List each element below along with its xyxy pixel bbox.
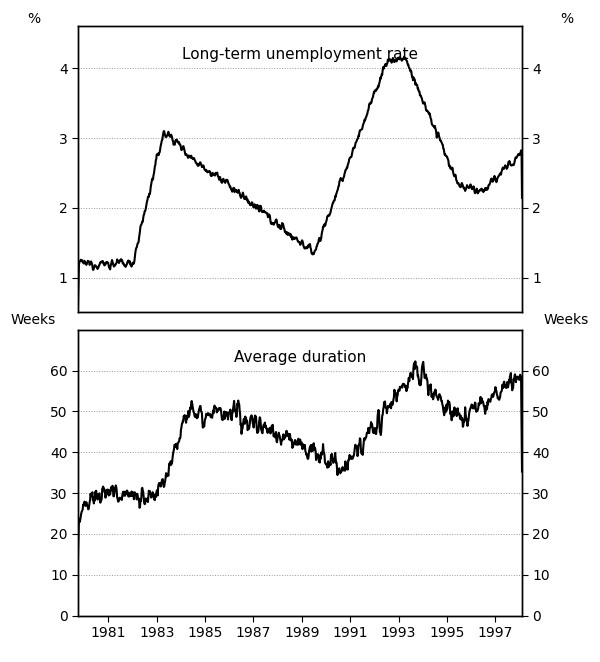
Text: Long-term unemployment rate: Long-term unemployment rate <box>182 46 418 62</box>
Text: %: % <box>560 13 573 26</box>
Text: Average duration: Average duration <box>234 350 366 365</box>
Text: %: % <box>27 13 40 26</box>
Text: Weeks: Weeks <box>544 312 589 327</box>
Text: Weeks: Weeks <box>11 312 56 327</box>
